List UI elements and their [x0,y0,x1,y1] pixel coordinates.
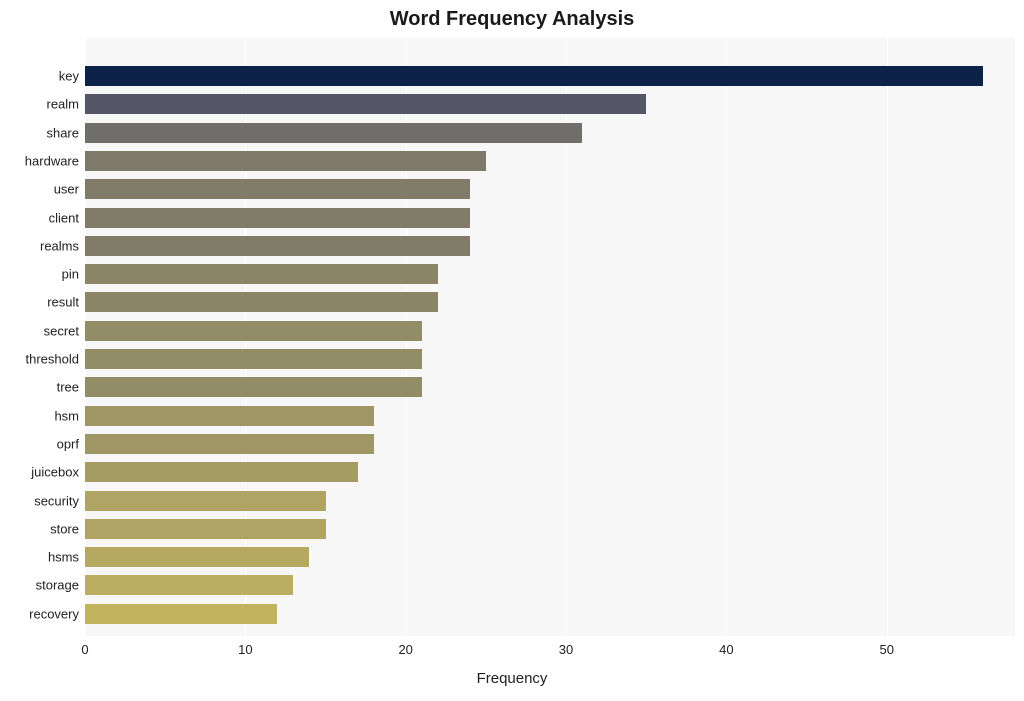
bar [85,349,422,369]
bar [85,434,374,454]
bar [85,547,309,567]
x-tick-label: 30 [559,642,573,657]
y-tick-label: result [47,295,79,310]
plot-area [85,38,1015,636]
bar [85,491,326,511]
bar [85,462,358,482]
gridline [726,38,727,636]
y-tick-label: user [54,182,79,197]
bar [85,236,470,256]
x-tick-label: 40 [719,642,733,657]
y-tick-label: client [49,210,79,225]
y-tick-label: juicebox [31,465,79,480]
bar [85,94,646,114]
bar [85,575,293,595]
y-tick-label: pin [62,267,79,282]
bar [85,519,326,539]
y-tick-label: recovery [29,606,79,621]
y-tick-label: storage [36,578,79,593]
x-tick-label: 20 [398,642,412,657]
y-tick-label: oprf [57,436,79,451]
bar [85,377,422,397]
x-axis-title: Frequency [0,670,1024,687]
bar [85,406,374,426]
chart-title: Word Frequency Analysis [0,8,1024,31]
y-tick-label: secret [44,323,79,338]
bar [85,604,277,624]
y-tick-label: threshold [26,352,79,367]
y-tick-label: hsms [48,550,79,565]
bar [85,264,438,284]
x-tick-label: 0 [81,642,88,657]
y-tick-label: hsm [54,408,79,423]
x-tick-label: 10 [238,642,252,657]
y-tick-label: security [34,493,79,508]
chart-container: Word Frequency Analysis Frequency 0 10 20 3… [0,0,1024,701]
y-tick-label: realm [46,97,79,112]
bar [85,292,438,312]
y-tick-label: tree [57,380,79,395]
x-tick-label: 50 [879,642,893,657]
bar [85,179,470,199]
gridline [887,38,888,636]
y-tick-label: share [46,125,79,140]
y-tick-label: key [59,69,79,84]
bar [85,321,422,341]
bar [85,66,983,86]
y-tick-label: store [50,521,79,536]
bar [85,151,486,171]
y-tick-label: realms [40,238,79,253]
bar [85,123,582,143]
bar [85,208,470,228]
y-tick-label: hardware [25,153,79,168]
